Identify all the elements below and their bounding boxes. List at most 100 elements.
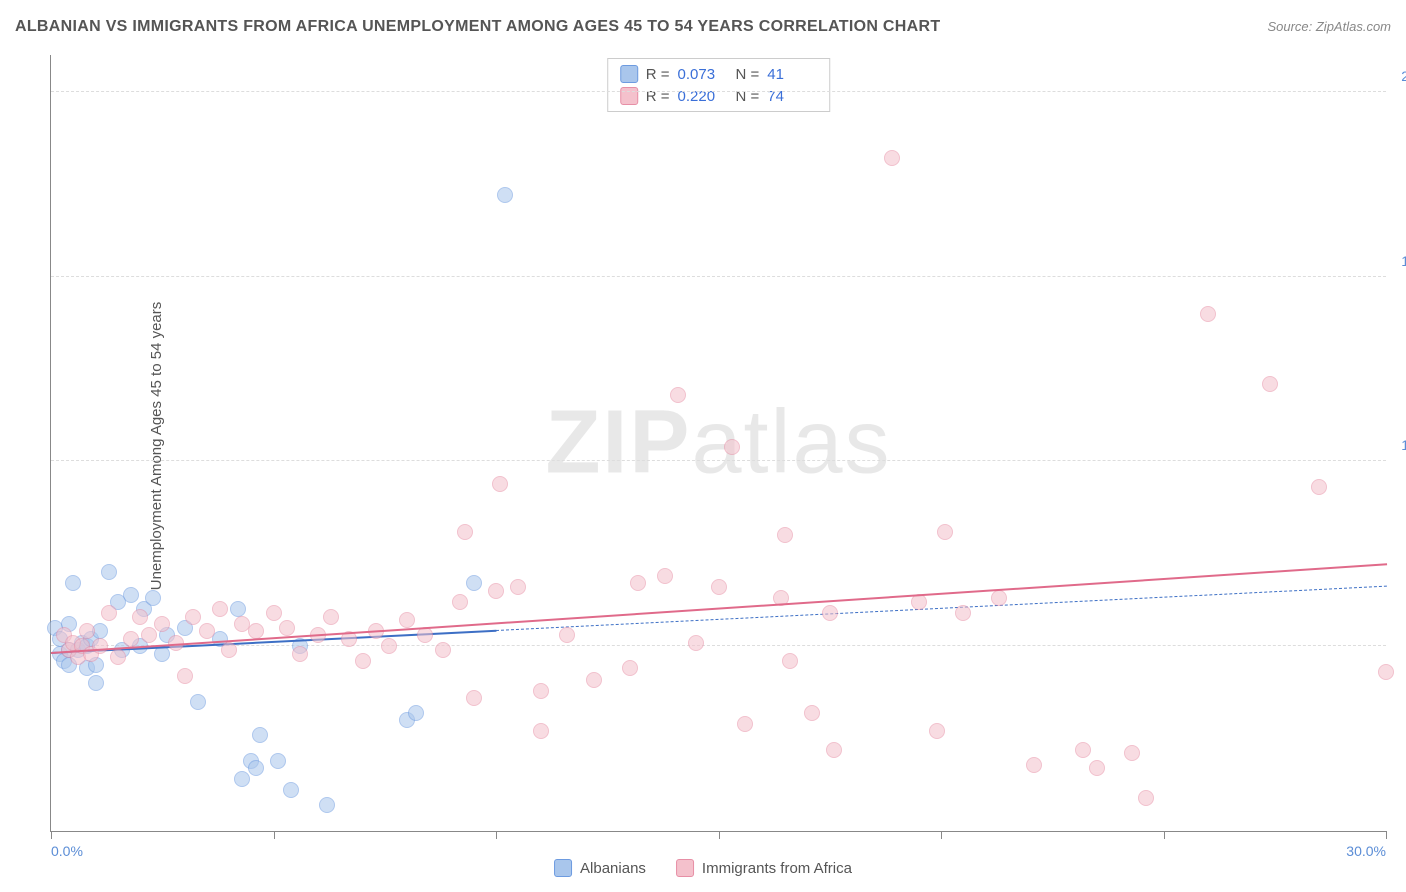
data-point [1026,757,1042,773]
data-point [221,642,237,658]
correlation-legend: R =0.073N =41R =0.220N =74 [607,58,831,112]
data-point [466,575,482,591]
data-point [199,623,215,639]
data-point [323,609,339,625]
legend-item: Albanians [554,859,646,877]
data-point [737,716,753,732]
legend-swatch [676,859,694,877]
data-point [559,627,575,643]
data-point [266,605,282,621]
data-point [123,631,139,647]
data-point [688,635,704,651]
data-point [822,605,838,621]
data-point [782,653,798,669]
data-point [417,627,433,643]
data-point [457,524,473,540]
data-point [185,609,201,625]
x-tick-label: 0.0% [51,843,83,859]
data-point [248,760,264,776]
data-point [1262,376,1278,392]
legend-label: Albanians [580,860,646,877]
data-point [145,590,161,606]
n-value: 41 [767,66,817,83]
data-point [657,568,673,584]
data-point [884,150,900,166]
data-point [466,690,482,706]
data-point [929,723,945,739]
data-point [1124,745,1140,761]
legend-item: Immigrants from Africa [676,859,852,877]
x-tick [719,831,720,839]
r-value: 0.073 [678,66,728,83]
data-point [452,594,468,610]
data-point [279,620,295,636]
x-tick [274,831,275,839]
data-point [1311,479,1327,495]
data-point [492,476,508,492]
legend-label: Immigrants from Africa [702,860,852,877]
x-tick [51,831,52,839]
data-point [319,797,335,813]
data-point [435,642,451,658]
data-point [955,605,971,621]
data-point [88,675,104,691]
legend-swatch [620,65,638,83]
gridline [51,276,1386,277]
gridline [51,645,1386,646]
scatter-plot: ZIPatlas R =0.073N =41R =0.220N =74 5.0%… [50,55,1386,832]
data-point [177,668,193,684]
data-point [270,753,286,769]
data-point [1089,760,1105,776]
x-tick [1164,831,1165,839]
gridline [51,460,1386,461]
data-point [826,742,842,758]
data-point [630,575,646,591]
data-point [212,601,228,617]
data-point [1200,306,1216,322]
data-point [804,705,820,721]
source-label: Source: ZipAtlas.com [1267,19,1391,34]
chart-title: ALBANIAN VS IMMIGRANTS FROM AFRICA UNEMP… [15,18,940,36]
data-point [154,616,170,632]
data-point [230,601,246,617]
data-point [937,524,953,540]
series-legend: Albanians Immigrants from Africa [554,859,852,877]
data-point [101,605,117,621]
x-tick [496,831,497,839]
data-point [488,583,504,599]
data-point [1378,664,1394,680]
y-tick-label: 15.0% [1401,253,1406,269]
data-point [381,638,397,654]
data-point [65,575,81,591]
data-point [399,612,415,628]
data-point [622,660,638,676]
data-point [110,649,126,665]
data-point [533,723,549,739]
y-tick-label: 10.0% [1401,437,1406,453]
x-tick-label: 30.0% [1346,843,1386,859]
data-point [497,187,513,203]
data-point [724,439,740,455]
data-point [190,694,206,710]
data-point [234,771,250,787]
gridline [51,91,1386,92]
data-point [408,705,424,721]
data-point [670,387,686,403]
n-label: N = [736,66,760,83]
x-tick [1386,831,1387,839]
data-point [533,683,549,699]
legend-row: R =0.220N =74 [620,85,818,107]
data-point [79,623,95,639]
legend-row: R =0.073N =41 [620,63,818,85]
data-point [991,590,1007,606]
data-point [141,627,157,643]
trend-line [51,563,1387,654]
data-point [101,564,117,580]
data-point [711,579,727,595]
data-point [510,579,526,595]
legend-swatch [620,87,638,105]
watermark: ZIPatlas [545,392,891,495]
data-point [292,646,308,662]
data-point [132,609,148,625]
data-point [252,727,268,743]
